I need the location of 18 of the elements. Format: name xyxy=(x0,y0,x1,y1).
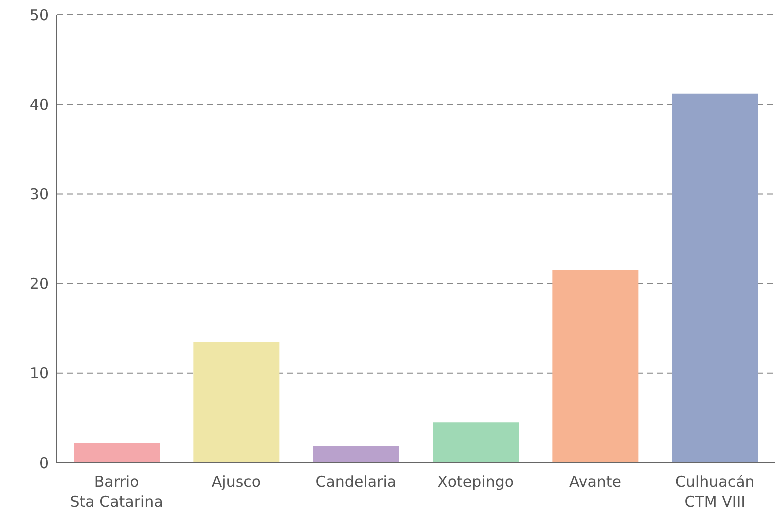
y-tick-label: 0 xyxy=(39,454,49,472)
bar xyxy=(194,342,280,463)
x-tick-label: Avante xyxy=(569,473,622,491)
y-tick-label: 10 xyxy=(30,364,49,383)
x-tick-label: Barrio Sta Catarina xyxy=(70,473,164,511)
bar xyxy=(313,446,400,463)
bar xyxy=(74,443,160,463)
bar xyxy=(672,94,758,463)
x-tick-label: Ajusco xyxy=(212,473,262,491)
y-tick-label: 30 xyxy=(30,186,49,204)
y-tick-label: 50 xyxy=(30,6,49,24)
bar xyxy=(433,422,519,463)
y-tick-label: 40 xyxy=(30,96,49,114)
x-tick-label: Culhuacán CTM VIII xyxy=(676,473,755,511)
bar xyxy=(552,270,639,463)
x-tick-label: Candelaria xyxy=(316,473,397,491)
x-tick-label: Xotepingo xyxy=(438,473,514,491)
y-tick-label: 20 xyxy=(30,275,49,294)
